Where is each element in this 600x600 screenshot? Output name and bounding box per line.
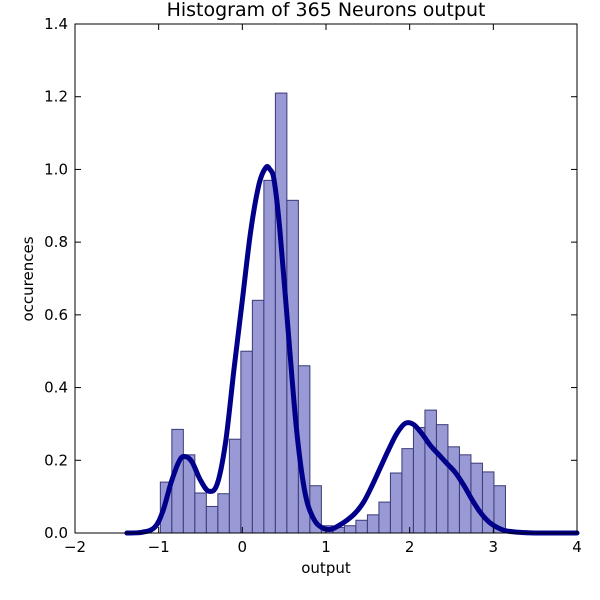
- x-tick-label: 3: [489, 538, 499, 556]
- y-axis-label: occurences: [19, 236, 37, 321]
- histogram-bar: [435, 424, 449, 534]
- x-tick-label: 4: [572, 538, 582, 556]
- histogram-bar: [389, 472, 403, 534]
- x-tick-label: −1: [148, 538, 170, 556]
- histogram-bar: [412, 427, 426, 534]
- histogram-bars: [159, 92, 506, 534]
- x-tick-label: 2: [405, 538, 415, 556]
- y-tick-label: 1.4: [44, 15, 68, 33]
- histogram-bar: [240, 350, 253, 534]
- y-tick-label: 0.4: [44, 379, 68, 397]
- histogram-bar: [424, 409, 437, 534]
- plot-frame: [74, 23, 578, 534]
- x-tick-label: −2: [64, 538, 86, 556]
- histogram-bar: [447, 446, 460, 534]
- histogram-bar: [263, 179, 276, 534]
- histogram-bar: [378, 501, 391, 534]
- density-curve-line: [124, 164, 580, 536]
- histogram-bar: [228, 438, 242, 534]
- histogram-bar: [217, 493, 230, 534]
- histogram-bar: [355, 519, 368, 534]
- histogram-bar: [366, 514, 380, 534]
- x-tick-label: 1: [321, 538, 331, 556]
- y-axis: 0.0 0.2 0.4 0.6 0.8 1.0 1.2 1.4: [44, 15, 577, 542]
- chart-title: Histogram of 365 Neurons output: [167, 0, 486, 21]
- histogram-bar: [251, 299, 265, 534]
- y-tick-label: 0.0: [44, 524, 68, 542]
- histogram-bar: [205, 505, 219, 534]
- y-tick-label: 0.6: [44, 306, 68, 324]
- histogram-bar: [401, 448, 414, 534]
- histogram-bar: [343, 525, 357, 534]
- x-tick-label: 0: [238, 538, 248, 556]
- histogram-bar: [194, 492, 207, 534]
- density-curve-layer: [124, 164, 580, 536]
- x-axis: −2 −1 0 1 2 3 4: [64, 24, 582, 556]
- x-axis-label: output: [301, 559, 351, 577]
- y-tick-label: 1.0: [44, 160, 68, 178]
- y-tick-label: 1.2: [44, 88, 68, 106]
- y-tick-label: 0.8: [44, 233, 68, 251]
- y-tick-label: 0.2: [44, 451, 68, 469]
